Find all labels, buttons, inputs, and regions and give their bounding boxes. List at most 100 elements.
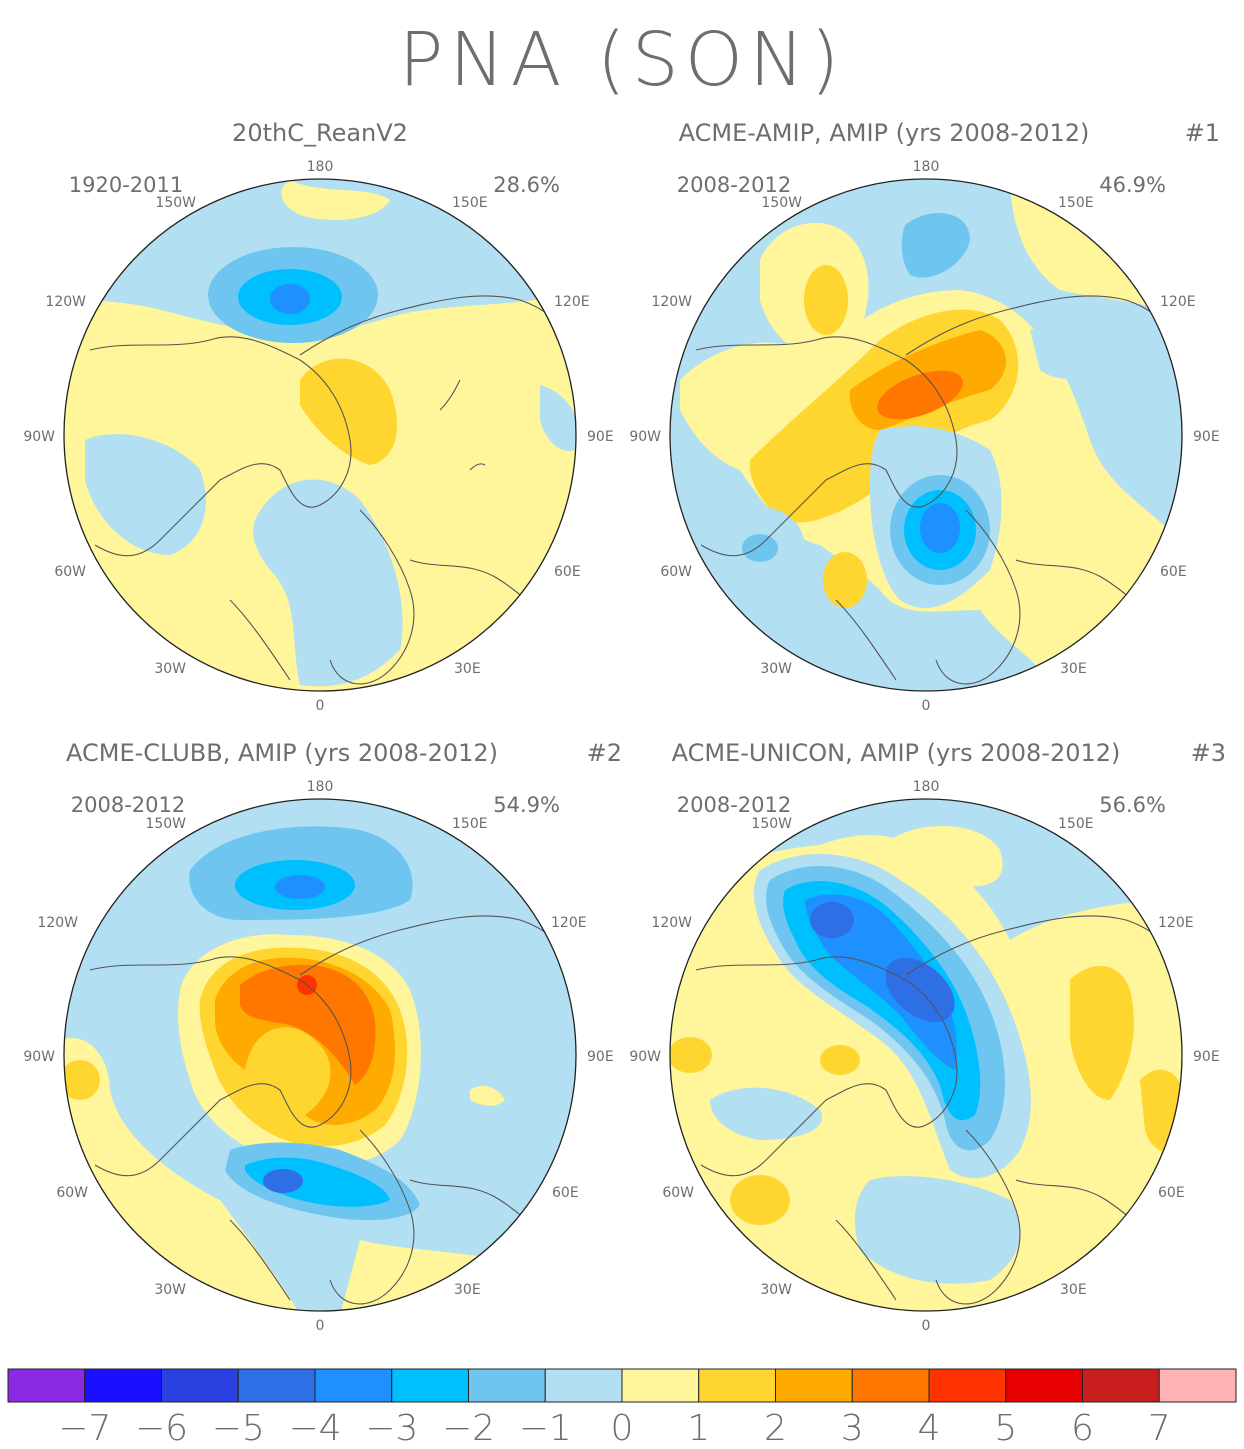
variance-percent: 56.6%	[1099, 793, 1166, 817]
panel-20thc-reanv2: 20thC_ReanV2 1920-2011 28.6% 180 15	[23, 119, 613, 714]
colorbar-swatch	[314, 1368, 393, 1403]
colorbar-swatch	[237, 1368, 316, 1403]
panel-acme-clubb: ACME-CLUBB, AMIP (yrs 2008-2012) #2 2008…	[23, 739, 622, 1334]
map-boundary	[63, 178, 577, 692]
period-label: 1920-2011	[69, 173, 183, 197]
contour-neg4-atl	[263, 1169, 303, 1193]
contour-pos2-atl	[823, 552, 867, 608]
colorbar-swatch	[928, 1368, 1007, 1403]
colorbar-tick-label: −1	[519, 1408, 572, 1449]
colorbar-tick-label: −2	[442, 1408, 495, 1449]
lon-label-180: 180	[307, 779, 334, 795]
colorbar-swatch	[621, 1368, 700, 1403]
colorbar-swatch	[1082, 1368, 1160, 1403]
lon-label-150e: 150E	[452, 195, 488, 211]
colorbar-tick-label: −4	[288, 1408, 341, 1449]
lon-label-30e: 30E	[454, 661, 481, 677]
lon-label-150e: 150E	[452, 816, 488, 832]
lon-label-120e: 120E	[554, 294, 590, 310]
colorbar-swatch	[7, 1368, 86, 1403]
lon-label-90w: 90W	[629, 429, 661, 445]
colorbar-tick-label: 0	[611, 1408, 634, 1449]
colorbar-swatch	[775, 1368, 853, 1403]
panel-acme-amip: ACME-AMIP, AMIP (yrs 2008-2012) #1 2008-…	[629, 119, 1220, 714]
lon-label-0: 0	[316, 698, 325, 714]
contour-pos2	[300, 358, 398, 465]
colorbar	[7, 1368, 1237, 1403]
contour-neg1-atlantic	[253, 479, 403, 687]
colorbar-swatch	[544, 1368, 623, 1403]
variance-percent: 28.6%	[493, 173, 560, 197]
lon-label-150w: 150W	[761, 195, 802, 211]
contour-neg5-pac	[810, 902, 854, 938]
panel-number: #1	[1185, 119, 1220, 147]
contour-field	[64, 799, 576, 1311]
colorbar-tick-label: −7	[58, 1408, 111, 1449]
lon-label-120w: 120W	[37, 915, 78, 931]
contour-neg4-band	[805, 894, 957, 1070]
lon-label-30e: 30E	[454, 1282, 481, 1298]
panel-number: #3	[1191, 739, 1226, 767]
lon-label-120w: 120W	[651, 294, 692, 310]
colorbar-tick-label: −6	[135, 1408, 188, 1449]
colorbar-swatch	[161, 1368, 239, 1403]
contour-field	[64, 179, 576, 691]
panel-title: ACME-AMIP, AMIP (yrs 2008-2012)	[679, 119, 1090, 147]
lon-label-150e: 150E	[1058, 816, 1094, 832]
contour-neg1-east	[540, 385, 576, 451]
panel-title: 20thC_ReanV2	[232, 119, 408, 147]
colorbar-swatch	[1158, 1368, 1237, 1403]
lon-label-30e: 30E	[1060, 1282, 1087, 1298]
contour-neg2-westatl	[742, 534, 778, 562]
lon-label-90e: 90E	[1193, 1049, 1220, 1065]
lon-label-180: 180	[307, 159, 334, 175]
contour-pos2-eurasia	[1070, 966, 1134, 1100]
contour-neg1-westatl	[710, 1087, 822, 1140]
contour-pos4-arctic	[240, 964, 376, 1085]
colorbar-labels: −7 −6 −5 −4 −3 −2 −1 0 1 2 3 4 5 6 7	[58, 1408, 1170, 1449]
colorbar-tick-label: 3	[841, 1408, 864, 1449]
lon-label-120w: 120W	[45, 294, 86, 310]
map-boundary	[669, 798, 1183, 1312]
lon-label-150w: 150W	[751, 816, 792, 832]
lon-label-120w: 120W	[651, 915, 692, 931]
lon-label-60w: 60W	[660, 564, 692, 580]
panel-acme-unicon: ACME-UNICON, AMIP (yrs 2008-2012) #3 200…	[629, 739, 1226, 1334]
colorbar-tick-label: 5	[994, 1408, 1017, 1449]
lon-label-60w: 60W	[54, 564, 86, 580]
contour-neg2-npac	[901, 213, 970, 278]
lon-label-90w: 90W	[629, 1049, 661, 1065]
contour-neg5-arctic	[885, 957, 955, 1023]
colorbar-swatch	[84, 1368, 162, 1403]
contour-neg4	[270, 284, 310, 314]
colorbar-tick-label: 7	[1148, 1408, 1171, 1449]
colorbar-swatch	[698, 1368, 776, 1403]
lon-label-120e: 120E	[1158, 915, 1194, 931]
lon-label-90e: 90E	[587, 1049, 614, 1065]
lon-label-60e: 60E	[554, 564, 581, 580]
figure-title: PNA (SON)	[399, 17, 845, 103]
lon-label-180: 180	[913, 779, 940, 795]
contour-pos2-nw	[804, 265, 848, 335]
contour-pos2-small	[820, 1045, 860, 1075]
lon-label-30w: 30W	[760, 661, 792, 677]
period-label: 2008-2012	[677, 793, 791, 817]
lon-label-60e: 60E	[552, 1185, 579, 1201]
contour-pos1-patch	[470, 1085, 505, 1106]
contour-pos1-npac	[890, 826, 1003, 887]
colorbar-tick-label: 2	[764, 1408, 787, 1449]
lon-label-60e: 60E	[1160, 564, 1187, 580]
lon-label-30e: 30E	[1060, 661, 1087, 677]
colorbar-swatch	[1005, 1368, 1083, 1403]
colorbar-swatch	[851, 1368, 930, 1403]
colorbar-tick-label: 6	[1071, 1408, 1094, 1449]
lon-label-0: 0	[316, 1318, 325, 1334]
lon-label-30w: 30W	[154, 1282, 186, 1298]
lon-label-60w: 60W	[56, 1185, 88, 1201]
contour-neg4-europe	[920, 503, 960, 553]
contour-pos2-atl	[730, 1175, 790, 1225]
panel-title: ACME-UNICON, AMIP (yrs 2008-2012)	[672, 739, 1121, 767]
colorbar-swatch	[391, 1368, 469, 1403]
contour-pos-northpacific	[281, 180, 390, 220]
variance-percent: 54.9%	[493, 793, 560, 817]
